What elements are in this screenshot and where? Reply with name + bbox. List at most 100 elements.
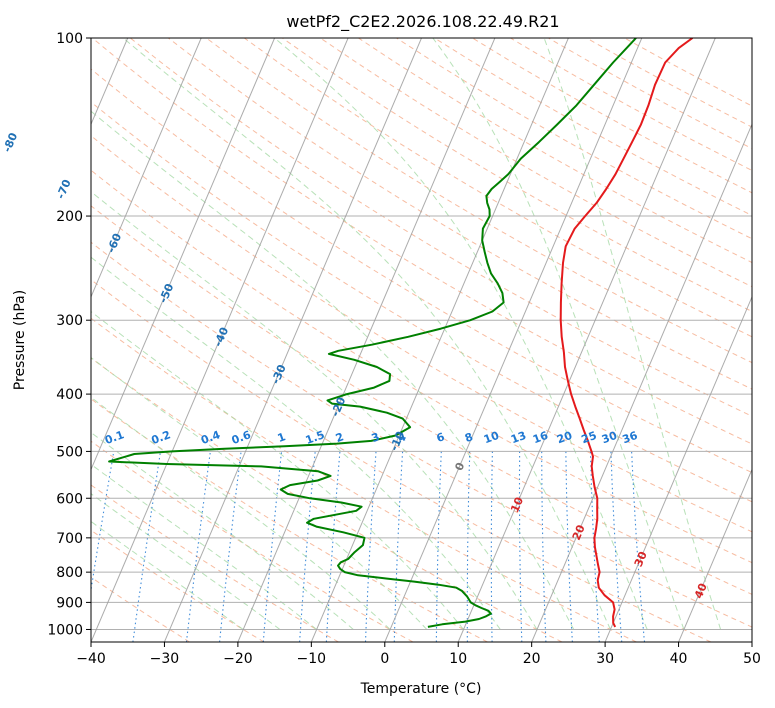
pressure-gridlines	[91, 38, 752, 630]
mixing-ratio-label: 25	[580, 429, 599, 446]
dry-adiabat-line	[91, 135, 752, 533]
x-tick-label: 20	[523, 651, 541, 667]
y-tick-label: 100	[56, 31, 83, 47]
x-axis: −40 −30 −20 −10 0 10 20 30 40 50	[76, 642, 761, 667]
x-tick-label: 40	[670, 651, 688, 667]
dry-adiabat-line	[91, 398, 488, 642]
mixing-ratio-line	[589, 451, 600, 642]
y-tick-label: 800	[56, 565, 83, 581]
x-tick-label: 30	[596, 651, 614, 667]
mixing-ratio-line	[325, 451, 341, 642]
y-tick-label: 1000	[47, 622, 83, 638]
moist-adiabat-line	[91, 110, 575, 630]
moist-adiabat-line	[91, 520, 244, 630]
mixing-ratio-line	[565, 451, 573, 642]
dry-adiabat-line	[206, 38, 752, 364]
temperature-profile-line	[559, 38, 694, 628]
moist-adiabat-line	[91, 356, 428, 630]
dry-adiabat-line	[91, 484, 339, 642]
mixing-ratio-label: 10	[482, 429, 501, 447]
mixing-ratio-line	[435, 451, 442, 642]
dry-adiabat-line	[167, 38, 752, 390]
isotherm-line	[91, 38, 349, 642]
isotherm-line	[384, 38, 643, 642]
mixing-ratio-label: 0.4	[199, 428, 222, 447]
x-tick-label: −10	[297, 651, 327, 667]
isotherm-label: -80	[1, 130, 21, 154]
x-tick-label: 50	[743, 651, 761, 667]
mixing-ratio-line	[466, 451, 471, 642]
isotherm-line	[310, 38, 569, 642]
isotherm-line	[531, 122, 752, 642]
mixing-ratio-line	[490, 451, 493, 642]
dry-adiabat-line	[91, 169, 752, 564]
y-tick-label: 700	[56, 531, 83, 547]
y-tick-label: 300	[56, 313, 83, 329]
moist-adiabat-line	[274, 38, 648, 630]
mixing-ratio-line	[364, 451, 377, 642]
mixing-ratio-line	[541, 451, 547, 642]
isotherm-label: -70	[54, 177, 74, 201]
plot-frame	[90, 37, 753, 643]
mixing-ratio-label: 6	[435, 430, 447, 445]
isotherm-label: 40	[692, 581, 710, 600]
moist-adiabat-line	[91, 310, 464, 630]
y-axis-title: Pressure (hPa)	[12, 290, 28, 390]
isotherm-line	[751, 640, 752, 642]
mixing-ratio-line	[185, 451, 211, 642]
isotherm-line	[91, 38, 276, 471]
mixing-ratio-line	[299, 451, 316, 642]
mixing-ratio-line	[631, 451, 646, 642]
mixing-ratio-label: 1	[276, 430, 288, 445]
moist-adiabat-line	[122, 38, 611, 630]
y-tick-label: 500	[56, 444, 83, 460]
x-tick-label: −30	[150, 651, 180, 667]
isotherm-line	[237, 38, 496, 642]
moist-adiabat-line	[91, 493, 281, 630]
mixing-ratio-label: 13	[509, 429, 528, 446]
line-labels: 0.10.20.40.611.52346810131620253036-100-…	[1, 130, 710, 600]
isotherm-line	[163, 38, 422, 642]
moist-adiabat-line	[432, 38, 685, 630]
isotherms	[91, 38, 752, 642]
mixing-ratio-label: 0.6	[230, 428, 253, 447]
chart-title: wetPf2_C2E2.2026.108.22.49.R21	[286, 12, 559, 32]
isotherm-line	[604, 295, 752, 642]
profiles	[108, 38, 694, 628]
isotherm-label: 30	[632, 549, 650, 568]
mixing-ratio-line	[91, 451, 115, 594]
y-tick-label: 600	[56, 491, 83, 507]
isotherm-line	[91, 38, 202, 299]
isotherm-label: 20	[570, 523, 588, 542]
dry-adiabat-line	[129, 38, 752, 417]
mixing-ratio-label: 16	[531, 429, 550, 447]
moist-adiabat-line	[91, 431, 354, 630]
mixing-ratio-line	[262, 451, 283, 642]
y-tick-label: 400	[56, 387, 83, 403]
dry-adiabat-line	[91, 357, 563, 642]
x-tick-label: −40	[76, 651, 106, 667]
x-tick-label: 0	[380, 651, 389, 667]
dry-adiabat-line	[91, 241, 752, 628]
mixing-ratio-label: 8	[463, 430, 475, 445]
mixing-ratio-label: 0.1	[103, 428, 126, 447]
plot-area	[91, 38, 752, 642]
mixing-ratio-label: 4	[396, 430, 408, 445]
moist-adiabat-line	[91, 463, 318, 630]
y-tick-label: 900	[56, 595, 83, 611]
mixing-ratio-lines	[91, 451, 646, 642]
x-tick-label: 10	[449, 651, 467, 667]
isotherm-label: 10	[508, 495, 526, 514]
mixing-ratio-label: 20	[555, 429, 574, 447]
isotherm-line	[678, 468, 752, 642]
mixing-ratio-label: 0.2	[150, 428, 173, 447]
moist-adiabat-line	[543, 38, 722, 630]
mixing-ratio-line	[610, 451, 623, 642]
x-tick-label: −20	[223, 651, 253, 667]
moist-adiabats	[91, 38, 722, 630]
isotherm-line	[457, 38, 716, 642]
y-tick-label: 200	[56, 209, 83, 225]
dry-adiabat-line	[282, 38, 752, 313]
dewpoint-profile-line	[108, 38, 637, 628]
